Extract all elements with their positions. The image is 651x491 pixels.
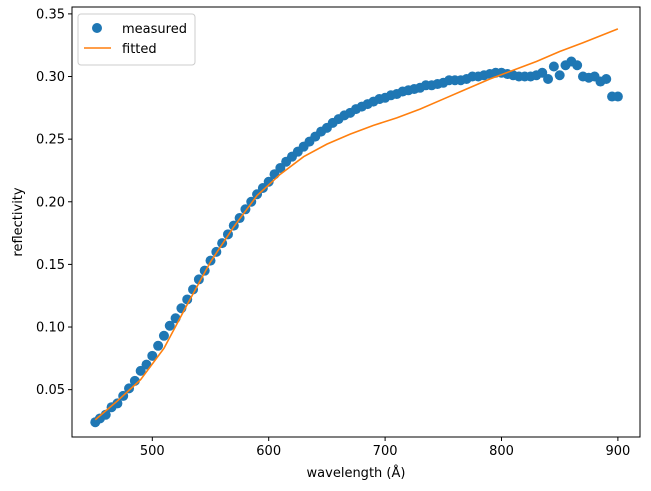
y-tick-label: 0.35	[36, 7, 65, 22]
legend-label-fitted: fitted	[122, 42, 157, 57]
measured-point	[112, 398, 123, 409]
measured-point	[257, 182, 268, 193]
plot-frame	[71, 6, 641, 438]
measured-point	[135, 365, 146, 376]
measured-point	[612, 91, 623, 102]
measured-point	[554, 70, 565, 81]
legend: measured fitted	[77, 13, 196, 66]
x-tick-label: 600	[256, 444, 281, 459]
measured-point	[153, 340, 164, 351]
measured-point	[543, 74, 554, 85]
y-tick-label: 0.10	[36, 321, 65, 336]
measured-point	[263, 176, 274, 187]
measured-point	[252, 189, 263, 200]
measured-point	[193, 274, 204, 285]
legend-box	[77, 13, 196, 66]
measured-point	[188, 284, 199, 295]
plot-area	[90, 28, 623, 428]
y-tick-label: 0.20	[36, 195, 65, 210]
y-tick-label: 0.25	[36, 133, 65, 148]
x-tick-label: 700	[373, 444, 398, 459]
fitted-line	[94, 28, 619, 421]
measured-point	[601, 74, 612, 85]
measured-point	[182, 294, 193, 305]
x-tick-label: 800	[489, 444, 514, 459]
measured-point	[548, 61, 559, 72]
legend-marker-measured	[92, 23, 102, 33]
x-tick-label: 500	[140, 444, 165, 459]
axes: 500 600 700 800 900 0.05 0.10 0.15 0.20 0.25 0.30 0…	[36, 6, 641, 459]
y-tick-label: 0.30	[36, 70, 65, 85]
y-tick-label: 0.15	[36, 258, 65, 273]
legend-label-measured: measured	[122, 22, 187, 37]
measured-point	[147, 350, 158, 361]
measured-point	[164, 320, 175, 331]
x-tick-label: 900	[605, 444, 630, 459]
measured-point	[537, 67, 548, 78]
y-axis-label: reflectivity	[11, 187, 26, 257]
x-axis-label: wavelength (Å)	[307, 465, 406, 481]
measured-point	[158, 330, 169, 341]
measured-point	[275, 162, 286, 173]
measured-point	[572, 60, 583, 71]
y-tick-label: 0.05	[36, 383, 65, 398]
measured-point	[124, 383, 135, 394]
